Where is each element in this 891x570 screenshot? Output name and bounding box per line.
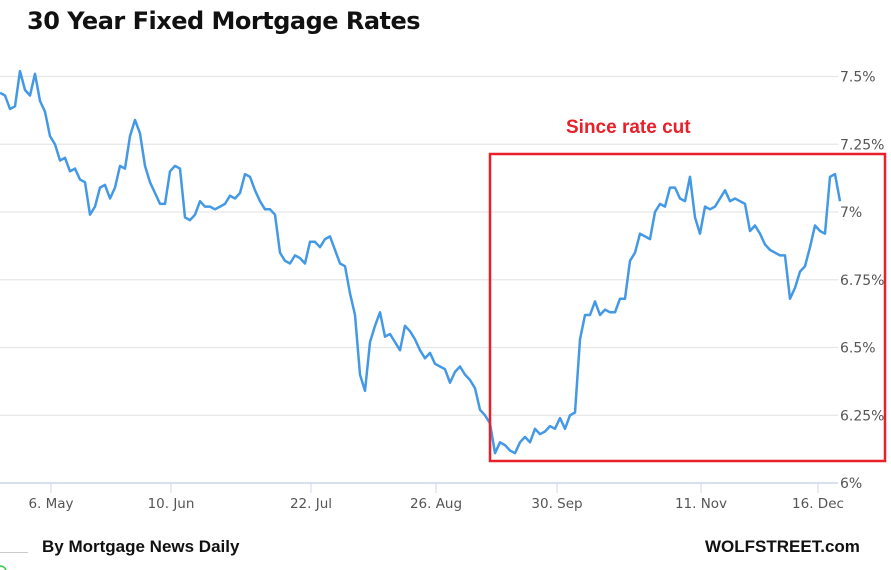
source-credit: By Mortgage News Daily — [42, 537, 240, 556]
y-tick-label: 6.5% — [840, 341, 876, 357]
x-tick-label: 6. May — [28, 496, 73, 512]
footer-divider — [0, 552, 28, 553]
highlight-box — [488, 152, 887, 463]
y-tick-label: 7.25% — [840, 137, 884, 153]
series-line — [0, 69, 842, 455]
gridlines — [0, 75, 838, 416]
corner-logo-arc — [0, 565, 7, 570]
x-tick-label: 30. Sep — [531, 496, 582, 512]
x-tick-label: 10. Jun — [148, 496, 195, 512]
series-points — [0, 71, 841, 454]
x-tick-label: 11. Nov — [675, 496, 727, 512]
x-axis-ticks: 6. May 10. Jun 22. Jul 26. Aug 30. Sep 11. No… — [28, 483, 844, 512]
chart-title: 30 Year Fixed Mortgage Rates — [27, 7, 421, 35]
annotation-since-rate-cut: Since rate cut — [566, 117, 691, 138]
y-tick-label: 6% — [840, 476, 862, 492]
x-tick-label: 22. Jul — [290, 496, 332, 512]
y-tick-label: 6.25% — [840, 408, 884, 424]
y-tick-label: 6.75% — [840, 273, 884, 289]
x-tick-label: 26. Aug — [410, 496, 462, 512]
y-axis-labels: 6% 6.25% 6.5% 6.75% 7% 7.25% 7.5% — [840, 70, 884, 493]
brand-logo-text: WOLFSTREET.com — [705, 537, 860, 556]
y-tick-label: 7% — [840, 205, 862, 221]
y-tick-label: 7.5% — [840, 70, 876, 86]
x-tick-label: 16. Dec — [792, 496, 844, 512]
